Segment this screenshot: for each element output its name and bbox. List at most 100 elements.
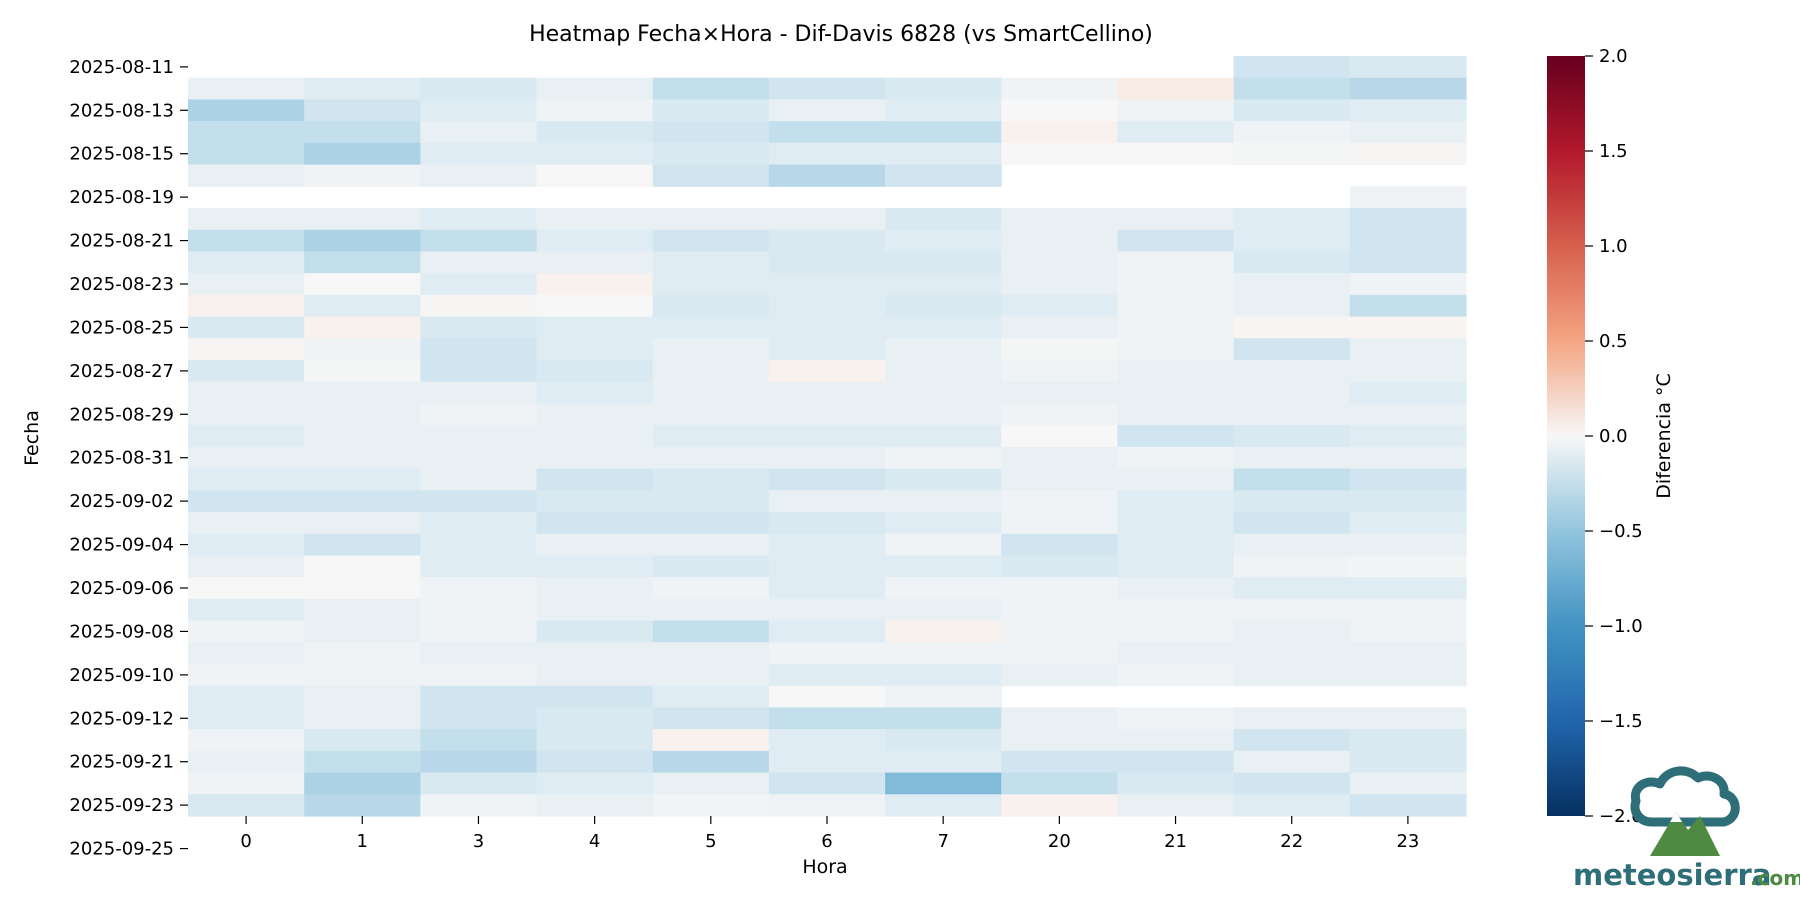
y-tick-label: 2025-09-06 (69, 578, 174, 599)
heatmap-cell (536, 685, 654, 709)
heatmap-cell (420, 381, 538, 405)
heatmap-cell (1001, 425, 1119, 448)
heatmap-cell (885, 772, 1002, 795)
heatmap-cell (885, 294, 1002, 318)
heatmap-cell (536, 750, 654, 774)
y-tick-label: 2025-09-23 (69, 795, 174, 816)
heatmap-cell (768, 685, 886, 709)
heatmap-cell (420, 512, 538, 535)
heatmap-cell (885, 555, 1002, 578)
y-tick-label: 2025-08-19 (69, 187, 174, 208)
heatmap-cell (304, 316, 421, 339)
heatmap-cell (1233, 555, 1351, 578)
heatmap-cell (188, 77, 305, 101)
heatmap-cell (1349, 338, 1467, 361)
heatmap-cell (304, 533, 421, 557)
heatmap-cell (304, 425, 421, 448)
heatmap-cell (304, 729, 421, 752)
heatmap-cell (652, 121, 770, 144)
heatmap-cell (1117, 121, 1235, 144)
heatmap-cell (420, 794, 538, 817)
colorbar-tick-label: 1.0 (1599, 236, 1628, 257)
heatmap-cell (304, 208, 421, 231)
heatmap-cell (1349, 142, 1467, 166)
heatmap-cell (1233, 273, 1351, 296)
heatmap-cell (536, 468, 654, 491)
heatmap-cell (1117, 446, 1235, 470)
heatmap-cell (1233, 468, 1351, 491)
heatmap-cell (1117, 642, 1235, 665)
heatmap-cell (304, 121, 421, 144)
heatmap-cell (652, 772, 770, 795)
heatmap-cell (188, 121, 305, 144)
heatmap-cell (1349, 425, 1467, 448)
heatmap-cell (188, 99, 305, 122)
heatmap-cell (188, 685, 305, 709)
x-tick-label: 0 (240, 831, 251, 852)
heatmap-cell (1349, 251, 1467, 274)
heatmap-cell (885, 446, 1002, 470)
heatmap-cell (536, 555, 654, 578)
heatmap-cell (420, 360, 538, 383)
heatmap-cell (1001, 77, 1119, 101)
heatmap-cell (1001, 229, 1119, 253)
heatmap-cell (536, 490, 654, 513)
heatmap-cell (304, 577, 421, 600)
heatmap-cell (1001, 642, 1119, 665)
heatmap-cell (536, 338, 654, 361)
heatmap-cell (1117, 555, 1235, 578)
y-tick-label: 2025-08-13 (69, 100, 174, 121)
colorbar-label: Diferencia °C (1653, 373, 1675, 499)
cloud-mountain-icon (1630, 766, 1740, 856)
heatmap-cell (1117, 316, 1235, 339)
y-tick-label: 2025-09-25 (69, 839, 174, 860)
heatmap-cell (420, 707, 538, 730)
heatmap-cell (1349, 56, 1467, 79)
heatmap-cell (420, 750, 538, 774)
heatmap-cell (420, 620, 538, 643)
heatmap-cell (652, 403, 770, 426)
heatmap-cell (1233, 707, 1351, 730)
heatmap-cell (188, 229, 305, 253)
heatmap-cell (652, 598, 770, 622)
heatmap-cell (420, 273, 538, 296)
heatmap-cell (652, 142, 770, 166)
x-tick-label: 6 (821, 831, 832, 852)
heatmap-cell (768, 664, 886, 687)
heatmap-cell (885, 533, 1002, 557)
heatmap-cell (188, 425, 305, 448)
heatmap-cell (885, 707, 1002, 730)
heatmap-cell (1349, 360, 1467, 383)
heatmap-cell (1233, 403, 1351, 426)
heatmap-cell (1349, 121, 1467, 144)
heatmap-cell (652, 294, 770, 318)
x-tick-label: 23 (1396, 831, 1419, 852)
heatmap-cell (1001, 208, 1119, 231)
x-tick-label: 3 (473, 831, 484, 852)
heatmap-cell (304, 620, 421, 643)
heatmap-cell (304, 598, 421, 622)
y-tick-label: 2025-08-11 (69, 57, 174, 78)
heatmap-cell (1349, 294, 1467, 318)
colorbar-tick-label: −0.5 (1599, 521, 1643, 542)
heatmap-cell (1001, 577, 1119, 600)
heatmap-cell (652, 794, 770, 817)
heatmap-cell (188, 208, 305, 231)
heatmap-cell (1349, 316, 1467, 339)
heatmap-cell (1001, 533, 1119, 557)
heatmap-cell (188, 142, 305, 166)
heatmap-cell (768, 794, 886, 817)
heatmap-cell (420, 208, 538, 231)
heatmap-cell (1117, 729, 1235, 752)
heatmap-cell (1117, 251, 1235, 274)
heatmap-cell (1233, 229, 1351, 253)
heatmap-cell (1349, 403, 1467, 426)
heatmap-cell (188, 707, 305, 730)
heatmap-cell (1117, 750, 1235, 774)
heatmap-cell (536, 664, 654, 687)
heatmap-cell (1117, 338, 1235, 361)
y-tick-label: 2025-09-04 (69, 535, 174, 556)
heatmap-cell (652, 164, 770, 187)
heatmap-cell (652, 208, 770, 231)
x-tick-label: 22 (1280, 831, 1303, 852)
